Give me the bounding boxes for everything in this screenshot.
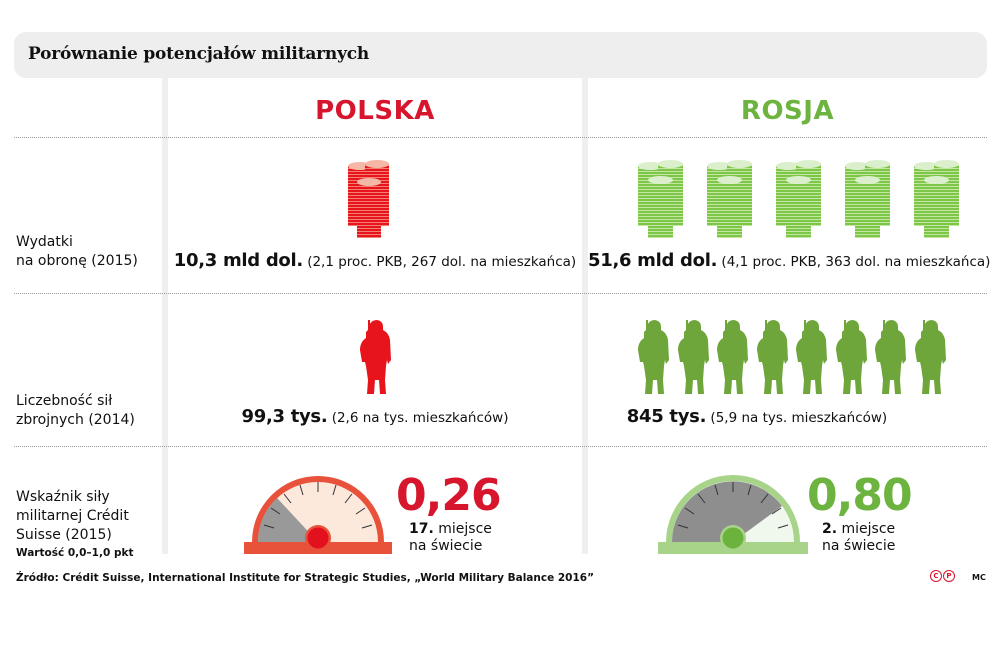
logo-p-icon: P (943, 570, 955, 582)
row-label-troops: Liczebność sił zbrojnych (2014) (16, 392, 135, 430)
troops-polska-value: 99,3 tys. (241, 406, 328, 427)
score-rosja: 0,80 (807, 470, 913, 521)
soldier-icon (677, 320, 709, 394)
spending-polska: 10,3 mld dol. (2,1 proc. PKB, 267 dol. n… (168, 250, 582, 271)
column-header-rosja: ROSJA (740, 96, 835, 126)
coin-stack-icon (707, 160, 752, 238)
row-label-spending: Wydatki na obronę (2015) (16, 233, 138, 271)
rank-rosja: 2. miejsce na świecie (822, 521, 895, 555)
author-initials: MC (972, 573, 986, 582)
rank-number: 2. (822, 521, 838, 537)
gauge-rosja (658, 468, 808, 558)
spending-polska-value: 10,3 mld dol. (173, 250, 303, 271)
column-divider-right (582, 78, 588, 554)
troops-polska-detail: (2,6 na tys. mieszkańców) (331, 410, 509, 426)
coin-stack-icon (845, 160, 890, 238)
row-separator (14, 293, 987, 294)
troops-rosja: 845 tys. (5,9 na tys. mieszkańców) (588, 406, 926, 427)
soldier-icon (717, 320, 748, 394)
source-note: Źródło: Crédit Suisse, International Ins… (16, 572, 594, 584)
soldier-icon (796, 320, 827, 394)
spending-polska-detail: (2,1 proc. PKB, 267 dol. na mieszkańca) (307, 254, 577, 270)
rank-text: na świecie (822, 538, 896, 554)
coin-stack-icon (914, 160, 959, 238)
coin-stack-icon (346, 160, 392, 240)
rank-text: na świecie (409, 538, 483, 554)
column-divider-left (162, 78, 168, 554)
troops-polska: 99,3 tys. (2,6 na tys. mieszkańców) (168, 406, 582, 427)
soldier-icon (875, 320, 906, 394)
row-label-line: militarnej Crédit (16, 508, 129, 524)
publisher-logo: C P (930, 570, 955, 582)
gauge-polska (244, 468, 392, 558)
row-label-line: zbrojnych (2014) (16, 412, 135, 428)
rank-text: miejsce (841, 521, 896, 537)
row-label-line: Liczebność sił (16, 393, 113, 409)
soldier-icon (358, 318, 392, 398)
spending-rosja: 51,6 mld dol. (4,1 proc. PKB, 363 dol. n… (588, 250, 991, 271)
row-label-sub: Wartość 0,0–1,0 pkt (16, 547, 134, 559)
soldier-icon (638, 320, 669, 394)
soldier-icon (756, 320, 788, 394)
rank-number: 17. (409, 521, 434, 537)
score-polska: 0,26 (396, 470, 502, 521)
page-title: Porównanie potencjałów militarnych (28, 44, 370, 64)
row-label-line: na obronę (2015) (16, 253, 138, 269)
troops-rosja-value: 845 tys. (626, 406, 707, 427)
coin-stack-icon (776, 160, 821, 238)
coin-stack-icon (638, 160, 683, 238)
row-label-line: Wydatki (16, 234, 73, 250)
row-label-index: Wskaźnik siły militarnej Crédit Suisse (… (16, 488, 133, 561)
title-bar: Porównanie potencjałów militarnych (14, 32, 987, 78)
rank-text: miejsce (438, 521, 492, 537)
row-separator (14, 446, 987, 447)
spending-rosja-value: 51,6 mld dol. (588, 250, 718, 271)
column-header-polska: POLSKA (315, 96, 435, 126)
logo-c-icon: C (930, 570, 942, 582)
soldier-icon (835, 320, 867, 394)
spending-rosja-detail: (4,1 proc. PKB, 363 dol. na mieszkańca) (721, 254, 991, 270)
row-label-line: Wskaźnik siły (16, 489, 110, 505)
soldier-icon (914, 320, 946, 394)
row-separator (14, 137, 987, 138)
row-label-line: Suisse (2015) (16, 527, 112, 543)
rank-polska: 17. miejsce na świecie (409, 521, 492, 555)
coin-stacks-rosja (636, 160, 962, 240)
soldiers-rosja (636, 318, 947, 398)
troops-rosja-detail: (5,9 na tys. mieszkańców) (710, 410, 888, 426)
